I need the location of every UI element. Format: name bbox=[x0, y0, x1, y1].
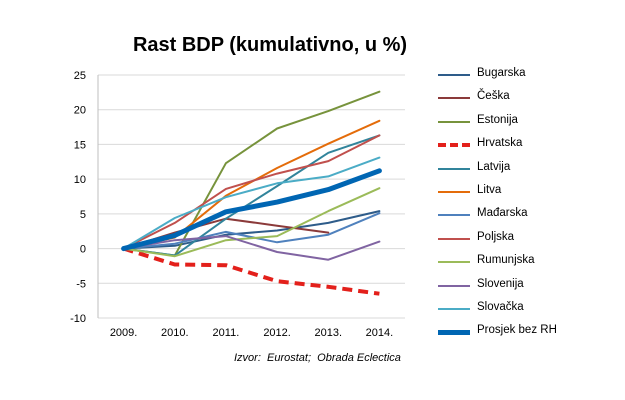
x-tick-label: 2013. bbox=[314, 327, 342, 339]
legend-item: Litva bbox=[436, 181, 606, 204]
legend-item: Rumunjska bbox=[436, 251, 606, 274]
legend-label: Hrvatska bbox=[477, 137, 523, 150]
legend-swatch bbox=[438, 307, 470, 310]
legend-swatch bbox=[438, 237, 470, 240]
legend-swatch bbox=[438, 74, 470, 76]
legend-item: Slovenija bbox=[436, 275, 606, 298]
legend-label: Prosjek bez RH bbox=[477, 324, 557, 337]
legend-item: Estonija bbox=[436, 111, 606, 134]
series-line-prosjek-bez-rh bbox=[121, 168, 382, 252]
legend-label: Litva bbox=[477, 183, 502, 196]
y-tick-label: 15 bbox=[74, 139, 86, 151]
legend-swatch bbox=[438, 120, 470, 123]
legend-swatch bbox=[438, 284, 470, 287]
series-line-bugarska bbox=[122, 210, 381, 250]
x-tick-label: 2009. bbox=[110, 327, 138, 339]
series-line-estonija bbox=[122, 90, 381, 257]
legend-item: Češka bbox=[436, 87, 606, 110]
legend-swatch bbox=[438, 167, 470, 170]
legend-item: Bugarska bbox=[436, 64, 606, 87]
y-tick-label: 0 bbox=[80, 244, 86, 256]
legend-item: Slovačka bbox=[436, 298, 606, 321]
y-tick-label: 20 bbox=[74, 105, 86, 117]
legend-swatch bbox=[438, 261, 470, 264]
legend-item: Prosjek bez RH bbox=[436, 321, 606, 344]
legend-label: Mađarska bbox=[477, 207, 528, 220]
x-tick-label: 2012. bbox=[263, 327, 291, 339]
y-tick-label: 25 bbox=[74, 70, 86, 82]
legend-label: Slovačka bbox=[477, 300, 524, 313]
legend-swatch bbox=[438, 190, 470, 193]
legend-swatch bbox=[438, 143, 470, 148]
legend-label: Bugarska bbox=[477, 67, 526, 79]
y-tick-label: -10 bbox=[70, 313, 86, 325]
x-tick-label: 2010. bbox=[161, 327, 189, 339]
series-line-rumunjska bbox=[122, 187, 381, 258]
y-tick-label: 5 bbox=[80, 209, 86, 221]
chart-title: Rast BDP (kumulativno, u %) bbox=[132, 34, 408, 56]
legend-label: Češka bbox=[477, 90, 510, 103]
legend-label: Estonija bbox=[477, 113, 518, 126]
legend-item: Mađarska bbox=[436, 204, 606, 227]
series-line-poljska bbox=[122, 134, 381, 250]
legend-item: Latvija bbox=[436, 158, 606, 181]
legend-label: Slovenija bbox=[477, 277, 524, 290]
series-line-ma-arska bbox=[122, 212, 381, 250]
x-tick-label: 2011. bbox=[213, 327, 240, 339]
legend-swatch bbox=[438, 329, 470, 335]
chart-legend: Bugarska Češka Estonija Hrvatska Latvija Litv… bbox=[436, 64, 606, 345]
legend-label: Rumunjska bbox=[477, 254, 535, 267]
legend-label: Poljska bbox=[477, 230, 515, 243]
legend-swatch bbox=[438, 97, 470, 100]
series-line-hrvatska bbox=[123, 246, 380, 296]
x-tick-label: 2014. bbox=[366, 327, 394, 339]
legend-item: Hrvatska bbox=[436, 134, 606, 157]
legend-label: Latvija bbox=[477, 160, 511, 173]
y-tick-label: -5 bbox=[76, 278, 86, 290]
series-line-slova-ka bbox=[122, 156, 381, 250]
legend-swatch bbox=[438, 214, 470, 217]
y-tick-label: 10 bbox=[74, 174, 86, 186]
chart-source: Izvor: Eurostat; Obrada Eclectica bbox=[234, 352, 401, 364]
series-line-slovenija bbox=[122, 235, 381, 261]
legend-item: Poljska bbox=[436, 228, 606, 251]
